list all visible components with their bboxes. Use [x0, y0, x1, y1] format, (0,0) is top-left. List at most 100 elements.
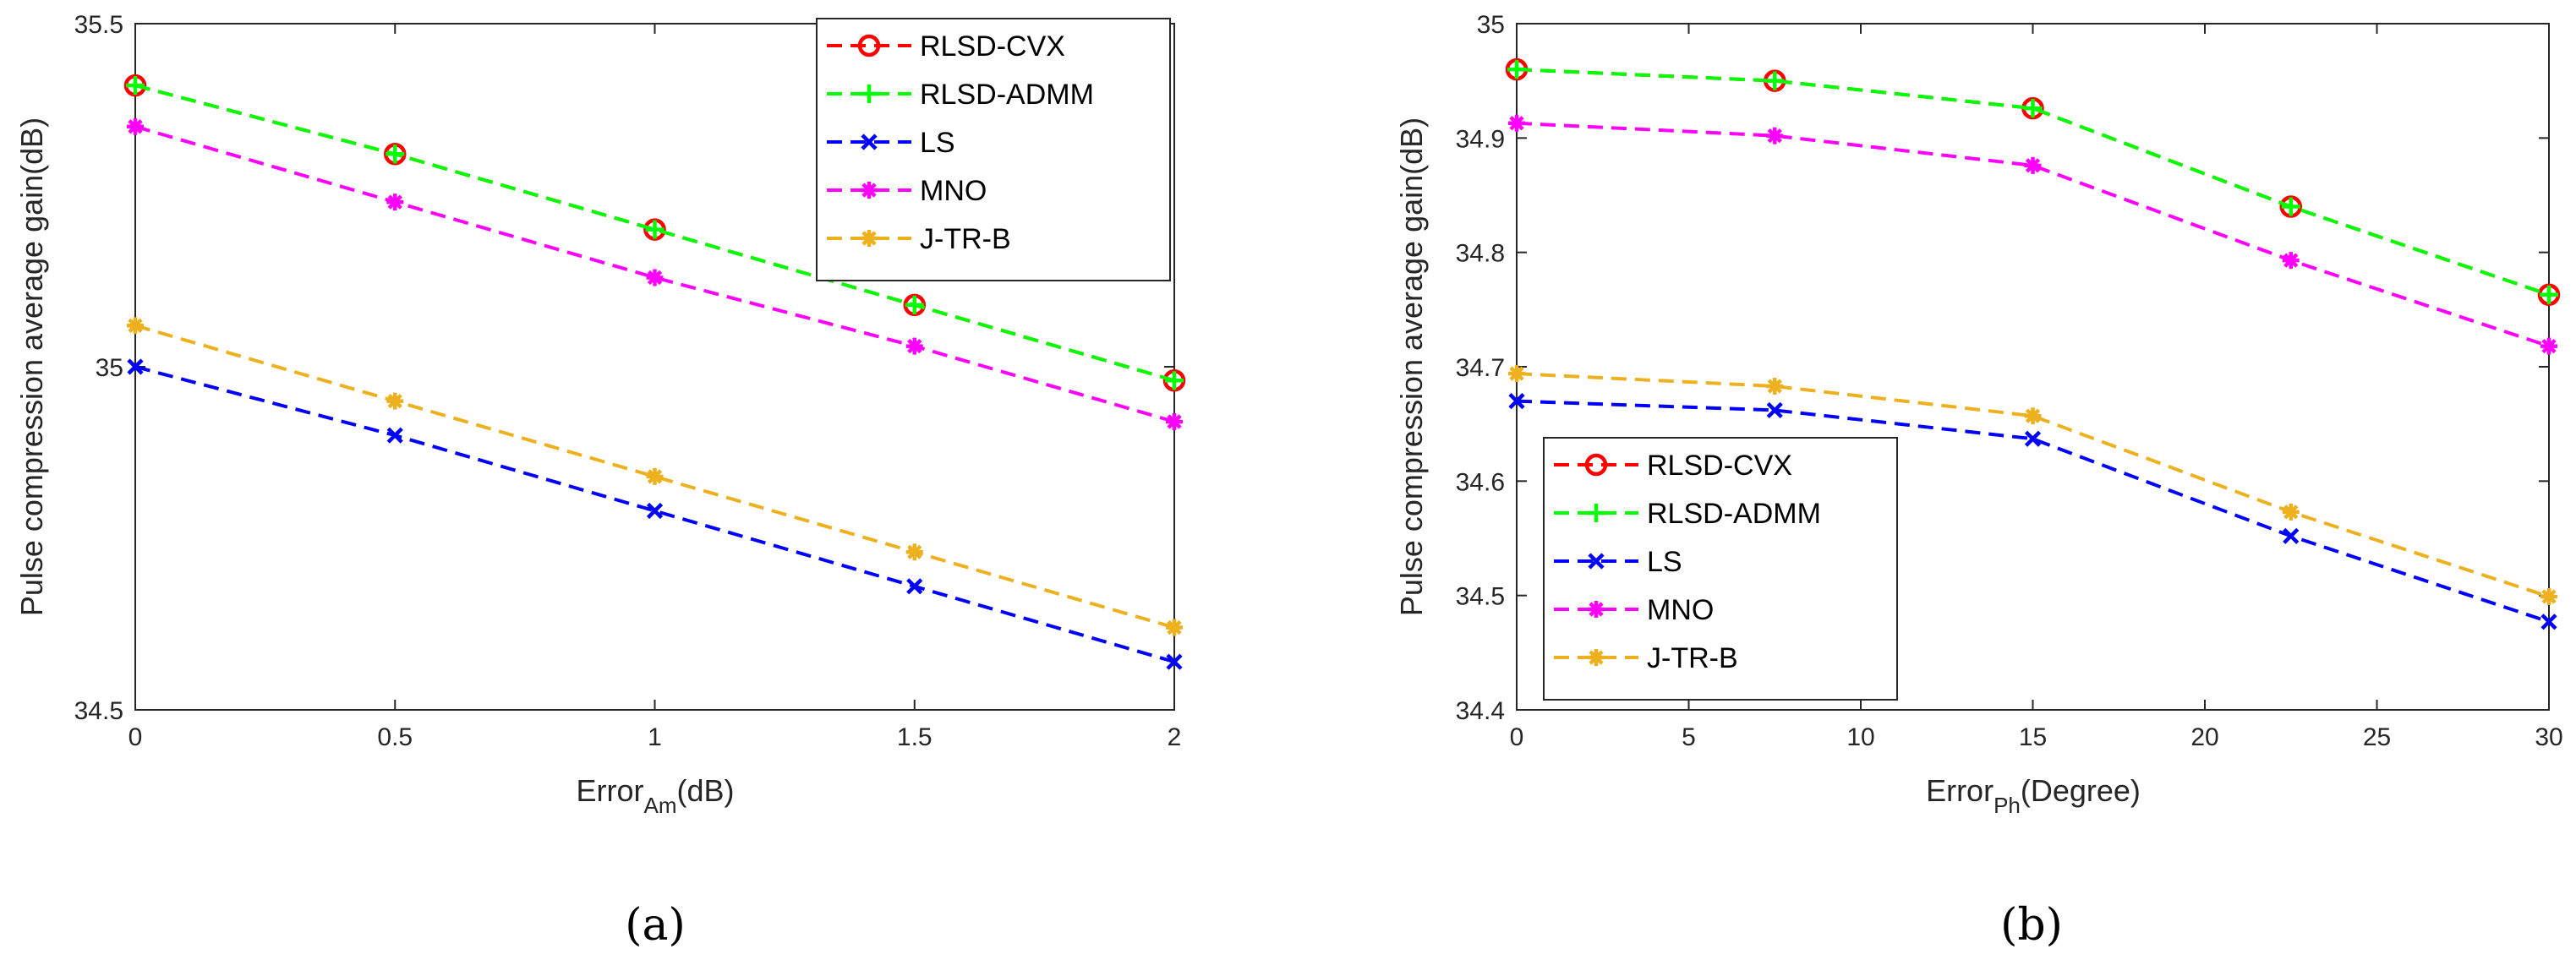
series-line-rlsd-admm	[1516, 68, 2550, 297]
x-tick-label: 0	[1510, 723, 1524, 751]
data-point-ls	[646, 502, 664, 520]
x-tick-label: 20	[2190, 723, 2218, 751]
data-point-j-tr-b	[2024, 407, 2042, 425]
data-point-j-tr-b	[127, 317, 144, 335]
legend-label: MNO	[920, 175, 987, 207]
x-tick-label: 30	[2535, 723, 2562, 751]
x-axis-label-unit-b: (Degree)	[2021, 773, 2141, 808]
legend-a: RLSD-CVX RLSD-ADMM LS MNO J-TR-B	[816, 18, 1171, 281]
legend-entry-j-tr-b: J-TR-B	[827, 223, 1011, 255]
series-line-mno	[134, 124, 1175, 423]
data-point-j-tr-b	[1766, 378, 1784, 395]
data-point-j-tr-b	[905, 543, 923, 561]
y-tick-label: 34.5	[74, 697, 123, 725]
data-point-mno	[1166, 412, 1183, 430]
series-line-rlsd-admm	[134, 84, 1175, 383]
data-point-ls	[386, 427, 403, 444]
x-axis-label-main-b: Error	[1926, 773, 1994, 808]
legend-label: LS	[920, 127, 955, 159]
x-tick-label: 1	[648, 723, 662, 751]
data-point-rlsd-admm	[1507, 60, 1526, 79]
ticks-a: 0 0.5 1 1.5 2 34.5 35 35.5	[74, 11, 1182, 751]
x-axis-label-sub-a: Am	[643, 793, 676, 818]
legend-marker	[1588, 553, 1605, 570]
data-point-rlsd-admm	[905, 295, 924, 314]
x-axis-label-b: ErrorPh(Degree)	[1926, 773, 2141, 818]
legend-label: RLSD-CVX	[1647, 450, 1792, 482]
legend-marker	[1587, 504, 1605, 522]
legend-label: RLSD-CVX	[920, 30, 1065, 63]
data-point-ls	[906, 578, 923, 595]
y-axis-label-b: Pulse compression average gain(dB)	[1394, 117, 1429, 616]
data-point-rlsd-admm	[645, 220, 665, 239]
series-line-j-tr-b	[1516, 372, 2550, 598]
data-point-rlsd-admm	[1765, 71, 1785, 90]
series-line-j-tr-b	[134, 324, 1175, 630]
data-point-ls	[127, 358, 144, 375]
series-line-ls	[1516, 399, 2550, 624]
legend-marker	[1588, 601, 1605, 618]
data-point-mno	[1766, 127, 1784, 145]
x-tick-label: 2	[1168, 723, 1182, 751]
x-tick-label: 1.5	[897, 723, 933, 751]
data-point-mno	[2024, 156, 2042, 174]
legend-entry-ls: LS	[827, 127, 955, 159]
data-point-rlsd-admm	[2281, 197, 2300, 216]
data-point-ls	[1766, 401, 1783, 419]
x-tick-label: 15	[2019, 723, 2047, 751]
x-tick-label: 0	[129, 723, 143, 751]
y-tick-label: 34.4	[1456, 697, 1505, 725]
y-tick-label: 35.5	[74, 11, 123, 39]
data-point-j-tr-b	[2540, 588, 2557, 606]
chart-panel-a: 0 0.5 1 1.5 2 34.5 35 35.5 Pulse compression av…	[14, 11, 1186, 951]
legend-entry-rlsd-cvx: RLSD-CVX	[827, 30, 1065, 63]
legend-marker	[861, 182, 878, 199]
data-point-mno	[2282, 252, 2300, 270]
legend-label: J-TR-B	[1647, 642, 1738, 674]
y-axis-label-a: Pulse compression average gain(dB)	[14, 117, 49, 616]
x-axis-label-main-a: Error	[576, 773, 643, 808]
data-point-mno	[2540, 337, 2557, 355]
series-line-mno	[1516, 121, 2550, 348]
series-layer-a	[123, 74, 1186, 670]
data-point-mno	[905, 337, 923, 355]
data-point-j-tr-b	[646, 467, 664, 485]
legend-marker	[861, 230, 878, 247]
data-point-j-tr-b	[1508, 365, 1525, 383]
y-tick-label: 35	[1477, 11, 1505, 39]
legend-label: RLSD-ADMM	[1647, 498, 1821, 530]
y-tick-label: 34.5	[1456, 583, 1505, 611]
data-point-rlsd-admm	[1165, 371, 1184, 390]
x-axis-label-sub-b: Ph	[1994, 793, 2021, 818]
legend-marker	[860, 85, 878, 103]
legend-marker	[861, 134, 878, 150]
legend-marker	[857, 34, 881, 57]
legend-label: J-TR-B	[920, 223, 1011, 255]
legend-marker	[1588, 649, 1605, 666]
legend-entry-mno: MNO	[827, 175, 987, 207]
y-tick-label: 34.6	[1456, 468, 1505, 496]
data-point-mno	[127, 117, 144, 135]
data-point-j-tr-b	[1166, 619, 1183, 636]
y-tick-label: 34.7	[1456, 354, 1505, 382]
legend-entry-j-tr-b: J-TR-B	[1554, 642, 1738, 674]
legend-entry-rlsd-admm: RLSD-ADMM	[1554, 498, 1821, 530]
caption-b: (b)	[2000, 900, 2063, 951]
y-tick-label: 34.9	[1456, 125, 1505, 153]
ticks-b: 0 5 10 15 20 25 30 34.4 34.5 34.6 34.7 34.8 34.9 35	[1456, 11, 2563, 751]
data-point-mno	[386, 194, 404, 211]
legend-b: RLSD-CVX RLSD-ADMM LS MNO J-TR-B	[1543, 437, 1898, 701]
legend-entry-ls: LS	[1554, 546, 1682, 578]
caption-a: (a)	[625, 900, 686, 951]
data-point-rlsd-admm	[126, 76, 145, 95]
x-axis-label-unit-a: (dB)	[676, 773, 734, 808]
y-tick-label: 35	[96, 354, 123, 382]
data-point-j-tr-b	[2282, 503, 2300, 521]
data-point-ls	[2540, 614, 2557, 630]
data-point-rlsd-admm	[386, 145, 405, 164]
legend-entry-rlsd-cvx: RLSD-CVX	[1554, 450, 1792, 482]
legend-entry-mno: MNO	[1554, 594, 1714, 626]
y-tick-label: 34.8	[1456, 240, 1505, 268]
legend-marker	[1584, 453, 1608, 477]
